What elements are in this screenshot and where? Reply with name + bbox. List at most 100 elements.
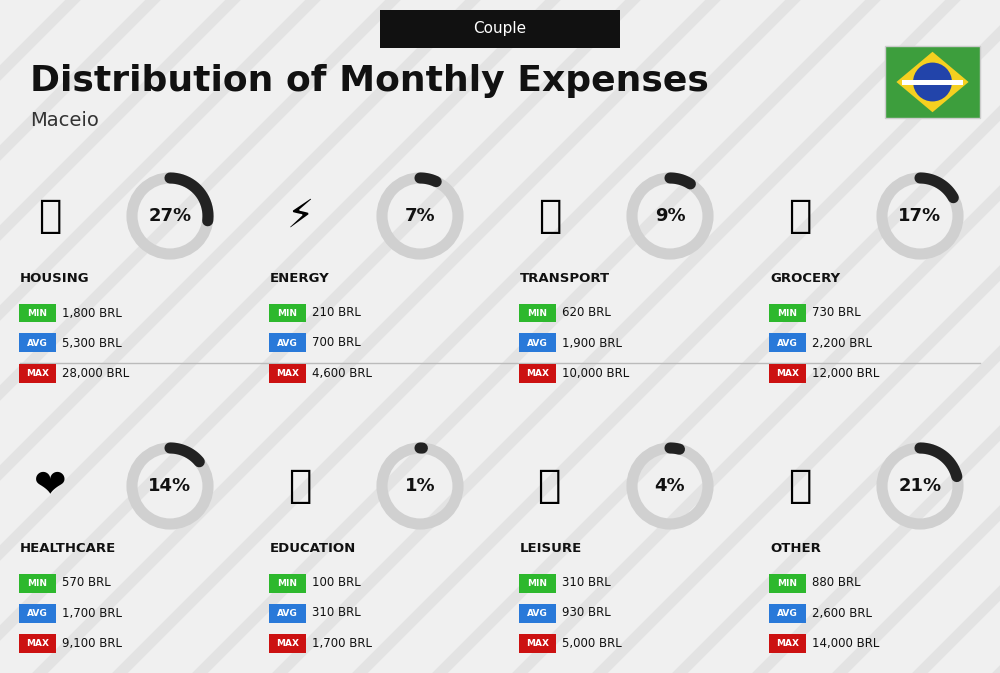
FancyBboxPatch shape bbox=[769, 573, 806, 592]
Text: MAX: MAX bbox=[276, 639, 299, 647]
Text: 🛒: 🛒 bbox=[788, 197, 812, 235]
Text: TRANSPORT: TRANSPORT bbox=[520, 271, 610, 285]
FancyBboxPatch shape bbox=[519, 573, 556, 592]
Text: MIN: MIN bbox=[28, 308, 48, 318]
Text: 9,100 BRL: 9,100 BRL bbox=[62, 637, 122, 649]
Text: 21%: 21% bbox=[898, 477, 942, 495]
Text: 🏢: 🏢 bbox=[38, 197, 62, 235]
FancyBboxPatch shape bbox=[519, 633, 556, 653]
Text: 100 BRL: 100 BRL bbox=[312, 577, 361, 590]
Text: 930 BRL: 930 BRL bbox=[562, 606, 611, 620]
Text: 210 BRL: 210 BRL bbox=[312, 306, 361, 320]
Text: 1%: 1% bbox=[405, 477, 435, 495]
Text: ❤️: ❤️ bbox=[34, 467, 66, 505]
Text: AVG: AVG bbox=[27, 339, 48, 347]
Text: 700 BRL: 700 BRL bbox=[312, 336, 361, 349]
FancyBboxPatch shape bbox=[269, 573, 306, 592]
FancyBboxPatch shape bbox=[380, 10, 620, 48]
Text: Distribution of Monthly Expenses: Distribution of Monthly Expenses bbox=[30, 64, 709, 98]
Text: AVG: AVG bbox=[277, 608, 298, 618]
FancyBboxPatch shape bbox=[19, 573, 56, 592]
FancyBboxPatch shape bbox=[19, 604, 56, 623]
FancyBboxPatch shape bbox=[269, 363, 306, 382]
Text: 12,000 BRL: 12,000 BRL bbox=[812, 367, 879, 380]
Text: ⚡: ⚡ bbox=[286, 197, 314, 235]
Text: AVG: AVG bbox=[527, 608, 548, 618]
Text: GROCERY: GROCERY bbox=[770, 271, 840, 285]
FancyBboxPatch shape bbox=[519, 363, 556, 382]
Text: 17%: 17% bbox=[898, 207, 942, 225]
FancyBboxPatch shape bbox=[19, 304, 56, 322]
Text: 2,200 BRL: 2,200 BRL bbox=[812, 336, 872, 349]
Text: OTHER: OTHER bbox=[770, 542, 821, 555]
Text: AVG: AVG bbox=[777, 339, 798, 347]
FancyBboxPatch shape bbox=[519, 334, 556, 353]
FancyBboxPatch shape bbox=[269, 334, 306, 353]
FancyBboxPatch shape bbox=[269, 633, 306, 653]
Text: 1,800 BRL: 1,800 BRL bbox=[62, 306, 122, 320]
Text: MAX: MAX bbox=[776, 369, 799, 378]
Text: MAX: MAX bbox=[26, 639, 49, 647]
FancyBboxPatch shape bbox=[519, 304, 556, 322]
FancyBboxPatch shape bbox=[769, 363, 806, 382]
Text: 4,600 BRL: 4,600 BRL bbox=[312, 367, 372, 380]
Text: MIN: MIN bbox=[528, 579, 548, 588]
Text: MIN: MIN bbox=[778, 308, 798, 318]
Text: HEALTHCARE: HEALTHCARE bbox=[20, 542, 116, 555]
Text: 880 BRL: 880 BRL bbox=[812, 577, 861, 590]
FancyBboxPatch shape bbox=[19, 334, 56, 353]
Text: 4%: 4% bbox=[655, 477, 685, 495]
Text: MIN: MIN bbox=[277, 308, 297, 318]
Text: 5,300 BRL: 5,300 BRL bbox=[62, 336, 122, 349]
Text: MIN: MIN bbox=[528, 308, 548, 318]
Text: 1,900 BRL: 1,900 BRL bbox=[562, 336, 622, 349]
Text: 14%: 14% bbox=[148, 477, 192, 495]
Text: HOUSING: HOUSING bbox=[20, 271, 90, 285]
FancyBboxPatch shape bbox=[769, 304, 806, 322]
Text: MAX: MAX bbox=[526, 369, 549, 378]
Text: AVG: AVG bbox=[527, 339, 548, 347]
FancyBboxPatch shape bbox=[885, 46, 980, 118]
Text: 570 BRL: 570 BRL bbox=[62, 577, 111, 590]
FancyBboxPatch shape bbox=[269, 604, 306, 623]
Text: 1,700 BRL: 1,700 BRL bbox=[62, 606, 122, 620]
Text: 28,000 BRL: 28,000 BRL bbox=[62, 367, 129, 380]
FancyBboxPatch shape bbox=[769, 604, 806, 623]
Text: 310 BRL: 310 BRL bbox=[312, 606, 361, 620]
Text: 🚌: 🚌 bbox=[538, 197, 562, 235]
Text: Couple: Couple bbox=[473, 22, 527, 36]
FancyBboxPatch shape bbox=[19, 633, 56, 653]
Text: 🎓: 🎓 bbox=[288, 467, 312, 505]
Text: 620 BRL: 620 BRL bbox=[562, 306, 611, 320]
FancyBboxPatch shape bbox=[519, 604, 556, 623]
FancyBboxPatch shape bbox=[902, 79, 963, 85]
FancyBboxPatch shape bbox=[269, 304, 306, 322]
Text: MIN: MIN bbox=[778, 579, 798, 588]
Text: 730 BRL: 730 BRL bbox=[812, 306, 861, 320]
Text: MAX: MAX bbox=[776, 639, 799, 647]
Text: 5,000 BRL: 5,000 BRL bbox=[562, 637, 622, 649]
Text: MIN: MIN bbox=[277, 579, 297, 588]
Circle shape bbox=[913, 63, 952, 102]
Text: 👜: 👜 bbox=[788, 467, 812, 505]
Text: 1,700 BRL: 1,700 BRL bbox=[312, 637, 372, 649]
Text: MIN: MIN bbox=[28, 579, 48, 588]
Text: 2,600 BRL: 2,600 BRL bbox=[812, 606, 872, 620]
Text: AVG: AVG bbox=[27, 608, 48, 618]
Text: 10,000 BRL: 10,000 BRL bbox=[562, 367, 629, 380]
Text: 14,000 BRL: 14,000 BRL bbox=[812, 637, 879, 649]
Polygon shape bbox=[896, 52, 969, 112]
Text: 9%: 9% bbox=[655, 207, 685, 225]
Text: MAX: MAX bbox=[526, 639, 549, 647]
Text: Maceio: Maceio bbox=[30, 112, 99, 131]
Text: LEISURE: LEISURE bbox=[520, 542, 582, 555]
Text: 310 BRL: 310 BRL bbox=[562, 577, 611, 590]
Text: 7%: 7% bbox=[405, 207, 435, 225]
Text: 27%: 27% bbox=[148, 207, 192, 225]
Text: EDUCATION: EDUCATION bbox=[270, 542, 356, 555]
Text: 🛍️: 🛍️ bbox=[538, 467, 562, 505]
Text: AVG: AVG bbox=[277, 339, 298, 347]
Text: MAX: MAX bbox=[26, 369, 49, 378]
FancyBboxPatch shape bbox=[19, 363, 56, 382]
FancyBboxPatch shape bbox=[769, 633, 806, 653]
